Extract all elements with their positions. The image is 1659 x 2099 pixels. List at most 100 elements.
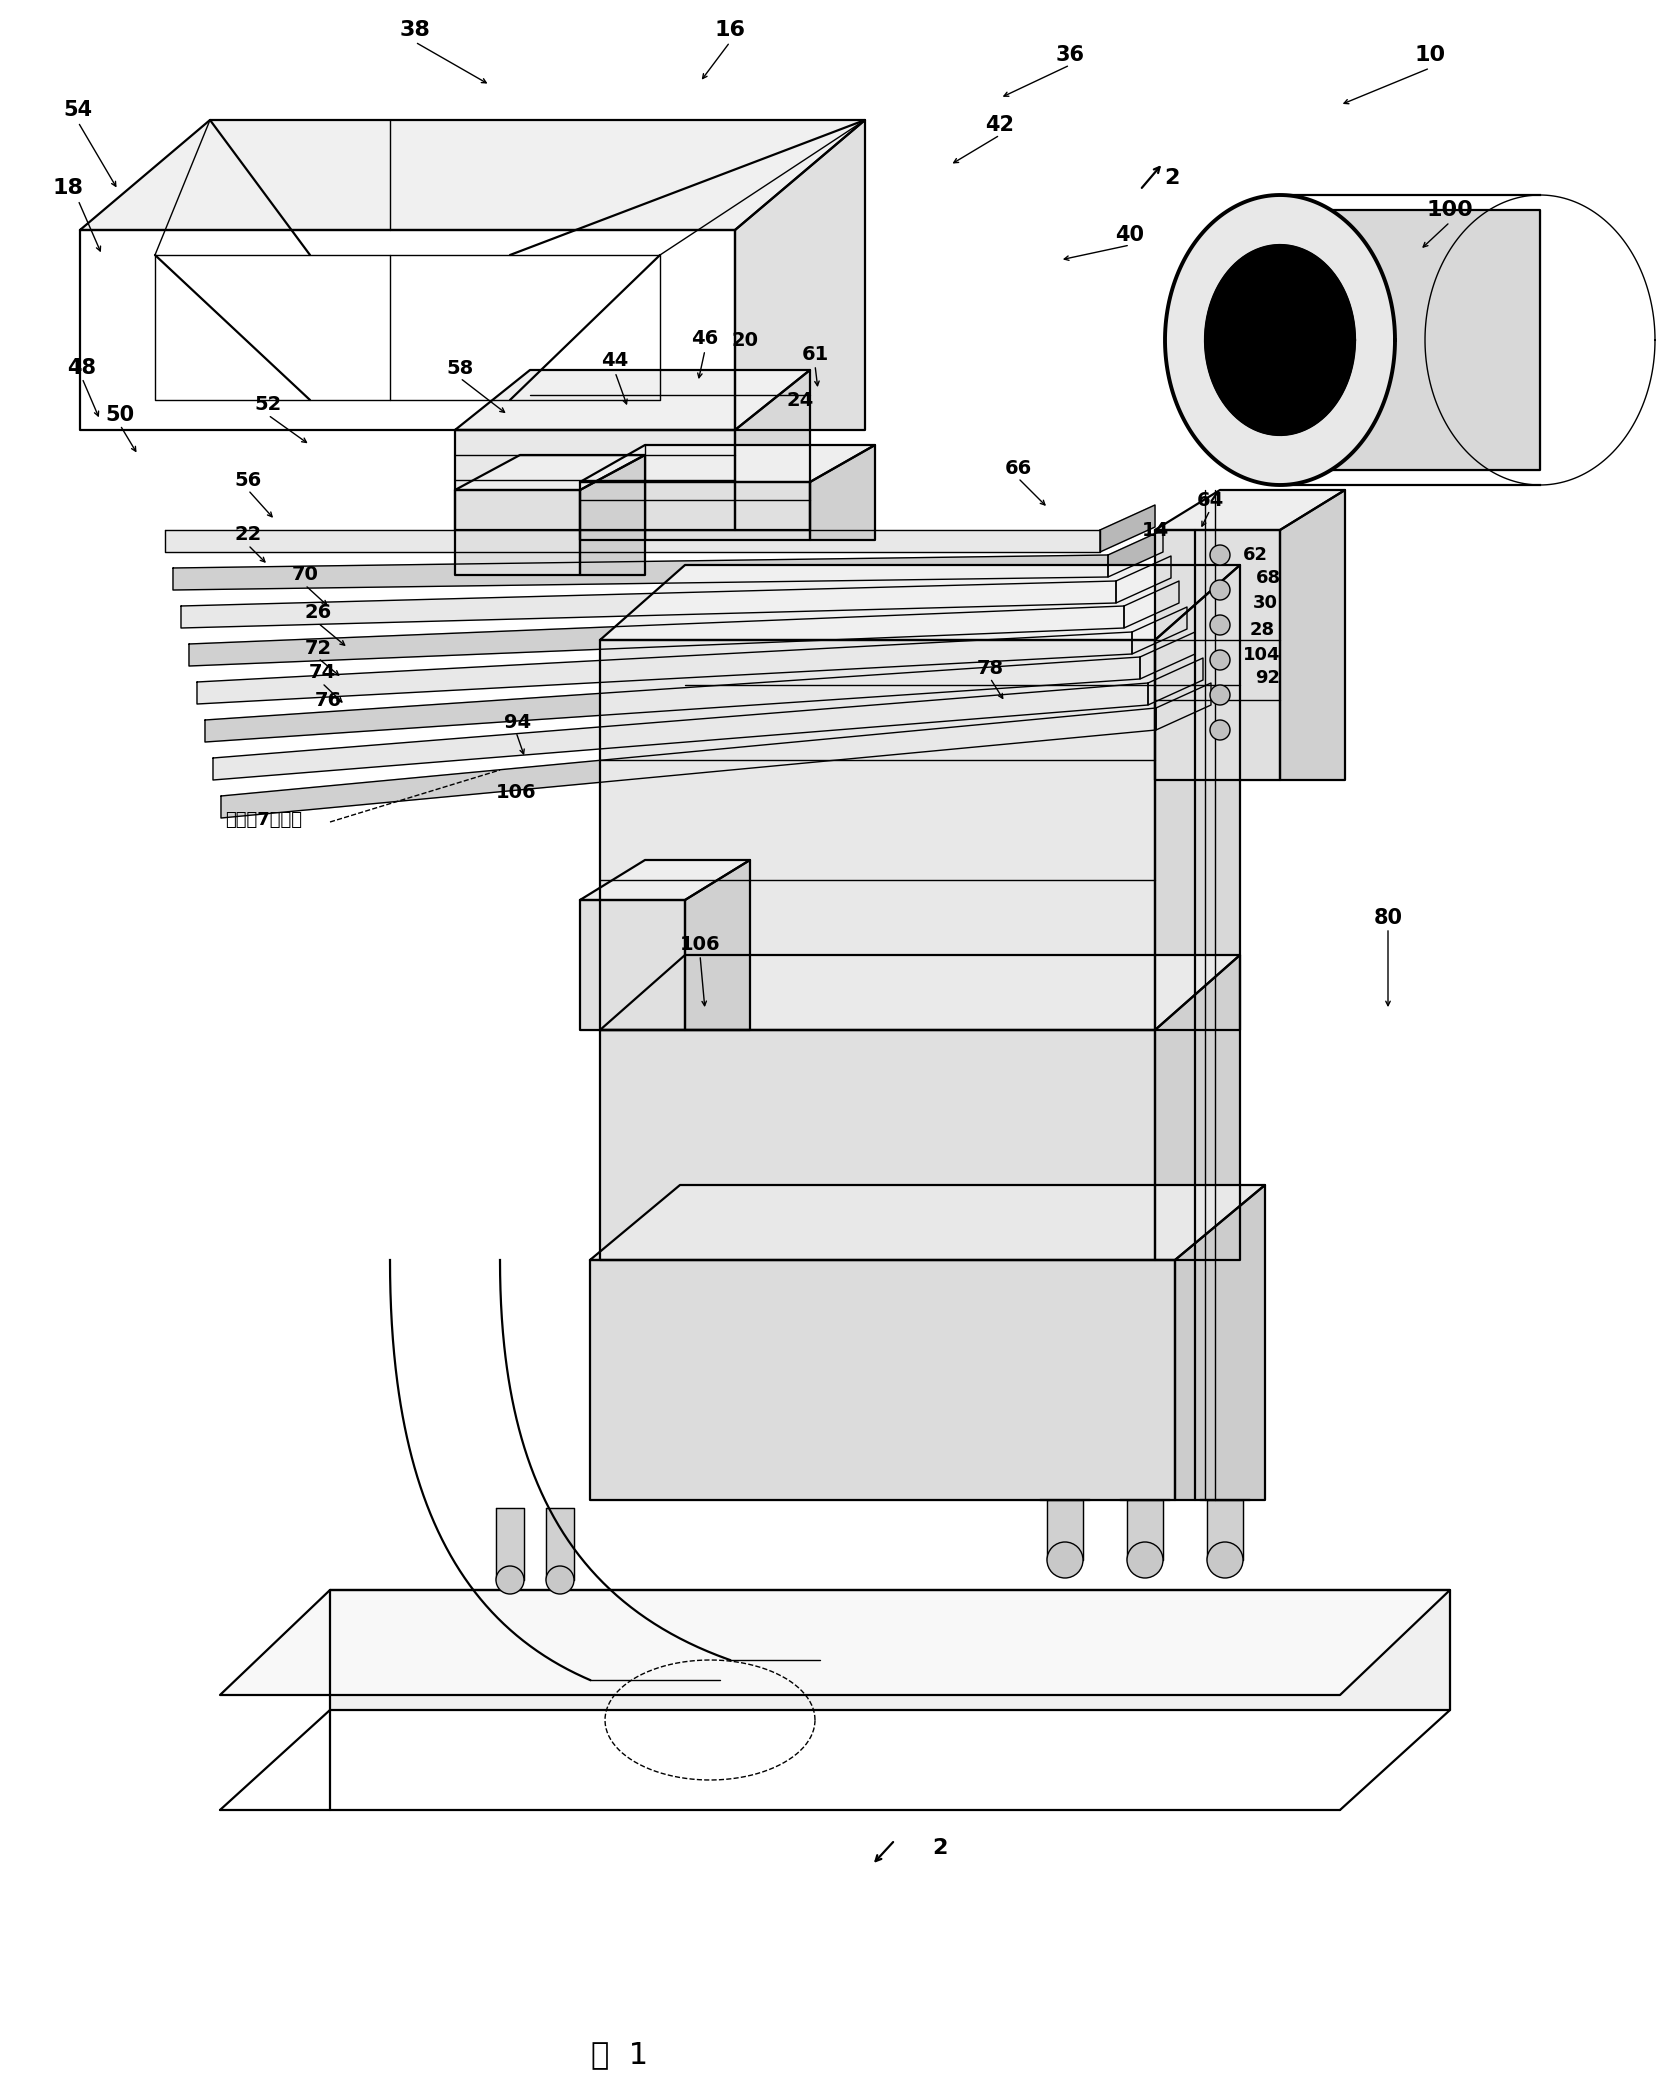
Polygon shape [154,254,660,401]
Text: 10: 10 [1415,44,1445,65]
Polygon shape [591,1186,1266,1259]
Circle shape [496,1566,524,1593]
Text: 80: 80 [1374,909,1402,928]
Text: 68: 68 [1256,569,1281,588]
Polygon shape [1281,210,1540,470]
Text: 48: 48 [68,359,96,378]
Text: 74: 74 [309,663,335,682]
Text: 94: 94 [504,712,531,730]
Polygon shape [601,955,1239,1031]
Text: 92: 92 [1256,670,1281,686]
Text: 44: 44 [601,351,629,369]
Polygon shape [330,1591,1450,1711]
Polygon shape [221,707,1156,819]
Circle shape [1209,546,1229,565]
Circle shape [1209,579,1229,600]
Polygon shape [197,632,1131,703]
Circle shape [1209,615,1229,636]
Text: 46: 46 [692,330,718,348]
Polygon shape [455,489,581,575]
Circle shape [1209,684,1229,705]
Text: 参见图7，放大: 参见图7，放大 [226,810,302,829]
Text: 66: 66 [1004,458,1032,476]
Polygon shape [1117,556,1171,602]
Text: 26: 26 [304,605,332,623]
Text: 40: 40 [1115,225,1145,246]
Polygon shape [1125,581,1180,628]
Polygon shape [1140,632,1194,678]
Polygon shape [1155,565,1239,1031]
Polygon shape [221,1591,1450,1696]
Text: 64: 64 [1196,491,1224,510]
Polygon shape [1100,506,1155,552]
Polygon shape [1204,246,1355,434]
Circle shape [546,1566,574,1593]
Text: 52: 52 [254,395,282,414]
Circle shape [1047,1543,1083,1578]
Polygon shape [581,455,645,575]
Polygon shape [581,861,750,900]
Polygon shape [1131,607,1186,655]
Text: 2: 2 [1165,168,1180,189]
Polygon shape [735,369,810,531]
Text: 72: 72 [305,638,332,657]
Text: 18: 18 [53,178,83,197]
Polygon shape [1155,531,1281,781]
Polygon shape [1175,1186,1266,1501]
Text: 70: 70 [292,565,319,584]
Text: 42: 42 [985,115,1015,134]
Polygon shape [601,565,1239,640]
Polygon shape [173,554,1108,590]
Text: 图  1: 图 1 [592,2040,649,2070]
Polygon shape [212,682,1148,781]
Polygon shape [685,861,750,1031]
Polygon shape [735,120,864,430]
Circle shape [1209,651,1229,670]
Text: 58: 58 [446,359,473,378]
Polygon shape [455,430,735,531]
Text: 106: 106 [496,783,536,802]
Text: 28: 28 [1249,621,1274,638]
Polygon shape [189,607,1125,665]
Polygon shape [1281,489,1345,781]
Text: 30: 30 [1253,594,1277,613]
Polygon shape [164,531,1100,552]
Text: 104: 104 [1243,646,1281,663]
Text: 16: 16 [715,21,745,40]
Polygon shape [581,900,685,1031]
Text: 62: 62 [1243,546,1267,565]
Text: 22: 22 [234,525,262,544]
Polygon shape [1148,657,1203,705]
Text: 56: 56 [234,470,262,489]
Text: 14: 14 [1141,521,1168,539]
Text: 76: 76 [315,691,342,709]
Polygon shape [581,483,810,539]
Polygon shape [546,1507,574,1581]
Text: 2: 2 [932,1839,947,1858]
Polygon shape [1126,1501,1163,1560]
Circle shape [1126,1543,1163,1578]
Polygon shape [181,581,1117,628]
Polygon shape [810,445,874,539]
Polygon shape [80,231,735,430]
Polygon shape [1165,195,1395,485]
Text: 78: 78 [977,659,1004,678]
Polygon shape [1156,682,1211,730]
Circle shape [1208,1543,1243,1578]
Text: 54: 54 [63,101,93,120]
Polygon shape [601,640,1155,1031]
Polygon shape [1155,489,1345,531]
Polygon shape [496,1507,524,1581]
Polygon shape [80,120,864,231]
Text: 61: 61 [801,346,828,365]
Polygon shape [455,369,810,430]
Text: 38: 38 [400,21,430,40]
Text: 100: 100 [1427,199,1473,220]
Polygon shape [455,455,645,489]
Polygon shape [601,1031,1155,1259]
Polygon shape [1155,955,1239,1259]
Polygon shape [591,1259,1175,1501]
Polygon shape [206,657,1140,743]
Text: 20: 20 [732,330,758,351]
Polygon shape [1047,1501,1083,1560]
